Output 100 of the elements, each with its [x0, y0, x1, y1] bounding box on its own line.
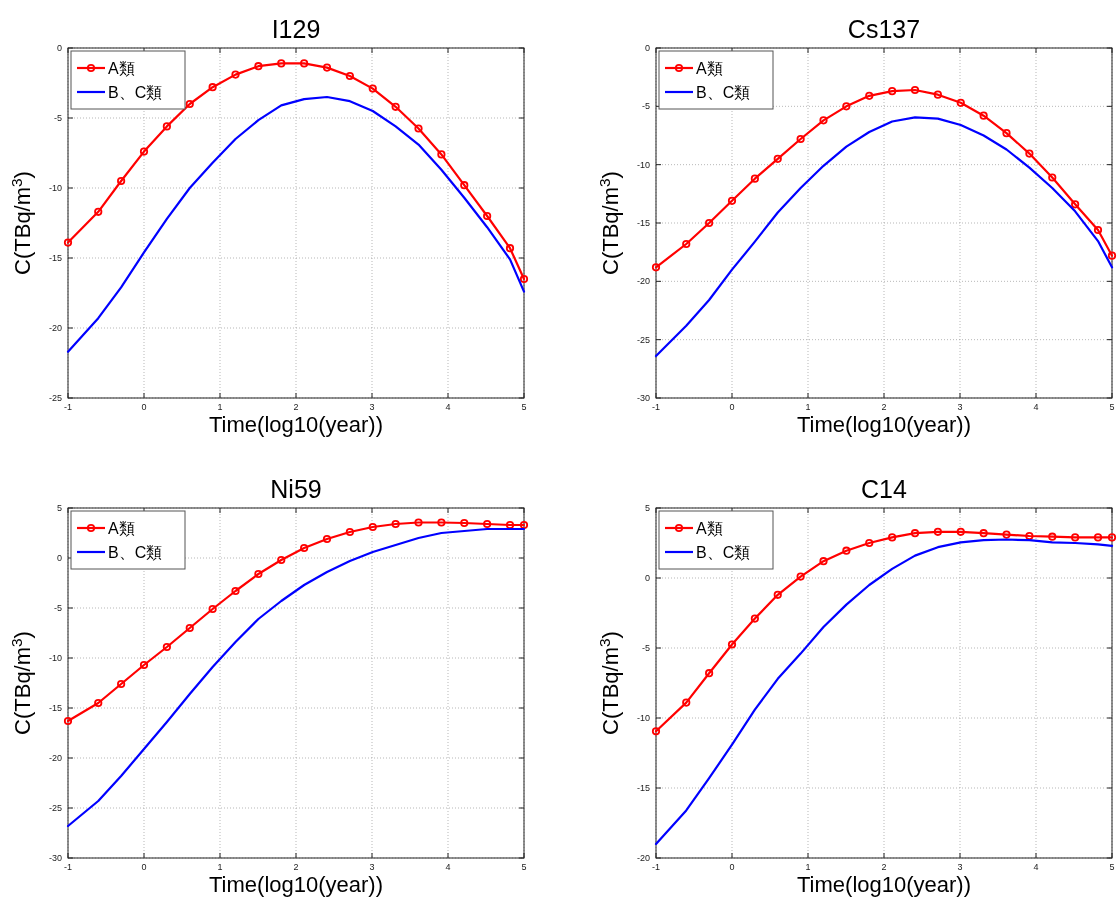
y-tick-label: -15: [636, 783, 650, 793]
point: [1093, 225, 1103, 235]
point: [414, 124, 423, 133]
legend-label: A類: [696, 520, 723, 537]
y-tick-label: -20: [636, 276, 650, 287]
point: [345, 527, 354, 537]
x-tick-label: -1: [651, 862, 661, 872]
y-tick-label: -20: [636, 853, 650, 863]
legend-label: B、C類: [108, 84, 163, 101]
point: [460, 181, 469, 190]
point: [117, 176, 126, 186]
x-tick-label: 2: [881, 402, 887, 412]
point: [910, 85, 920, 95]
y-tick-label: -15: [636, 218, 650, 228]
legend-label: B、C類: [696, 84, 751, 101]
x-tick-label: 4: [1033, 402, 1039, 412]
point: [391, 519, 400, 529]
x-tick-label: -1: [651, 402, 661, 412]
point: [368, 84, 377, 93]
point: [254, 569, 263, 579]
y-tick-label: 0: [644, 43, 650, 53]
point: [956, 98, 965, 107]
point: [117, 679, 126, 689]
x-axis-title: Time(log10(year)): [208, 412, 384, 437]
x-tick-label: 2: [881, 862, 887, 872]
point: [345, 71, 354, 81]
y-tick-label: 0: [56, 553, 62, 563]
x-tick-label: 1: [805, 862, 811, 872]
point: [1048, 173, 1057, 182]
chart-title: C14: [861, 475, 908, 503]
point: [796, 134, 805, 144]
y-tick-label: -30: [636, 393, 650, 403]
point: [322, 63, 332, 72]
point: [651, 727, 661, 736]
x-tick-label: 5: [521, 862, 527, 872]
point: [185, 623, 194, 633]
point: [750, 174, 759, 183]
point: [933, 527, 942, 536]
x-tick-label: 4: [445, 402, 451, 412]
x-axis-title: Time(log10(year)): [796, 412, 972, 437]
point: [1048, 532, 1057, 541]
point: [1071, 200, 1080, 209]
point: [727, 640, 737, 649]
point: [888, 87, 897, 96]
x-tick-label: 2: [293, 862, 299, 872]
legend-label: A類: [696, 60, 723, 77]
x-tick-label: 0: [729, 402, 735, 412]
x-tick-label: 4: [1033, 862, 1039, 872]
legend-label: B、C類: [108, 544, 163, 561]
legend-label: A類: [108, 60, 135, 77]
point: [651, 263, 661, 272]
x-tick-label: 0: [729, 862, 735, 872]
point: [888, 533, 897, 542]
point: [979, 111, 988, 120]
y-tick-label: -5: [53, 113, 62, 123]
point: [773, 154, 782, 163]
point: [208, 604, 217, 614]
point: [519, 520, 529, 530]
y-tick-label: -5: [641, 101, 650, 112]
point: [1002, 129, 1011, 138]
point: [483, 211, 492, 221]
x-axis-title: Time(log10(year)): [796, 872, 972, 897]
point: [277, 59, 286, 68]
x-tick-label: 1: [217, 402, 223, 412]
point: [391, 102, 400, 111]
x-tick-label: -1: [63, 862, 73, 872]
point: [1107, 251, 1117, 260]
point: [231, 586, 240, 596]
x-tick-label: 3: [369, 402, 375, 412]
y-tick-label: 5: [56, 503, 62, 513]
point: [94, 698, 103, 708]
x-tick-label: 3: [957, 862, 963, 872]
y-tick-label: -10: [48, 653, 62, 663]
chart-title: I129: [271, 15, 321, 43]
point: [162, 122, 171, 131]
y-tick-label: -25: [48, 803, 62, 813]
point: [414, 518, 423, 527]
x-tick-label: 1: [805, 402, 811, 412]
point: [505, 244, 515, 253]
y-tick-label: 0: [56, 43, 62, 53]
y-tick-label: 5: [644, 503, 650, 513]
point: [979, 529, 988, 538]
line-series: [654, 116, 1114, 358]
y-tick-label: -25: [636, 334, 650, 345]
point: [956, 527, 965, 536]
point: [819, 557, 828, 566]
point: [773, 590, 782, 599]
point: [910, 529, 920, 538]
point: [842, 102, 851, 111]
point: [162, 642, 171, 652]
point: [727, 196, 737, 205]
point: [139, 660, 149, 670]
point: [1107, 533, 1117, 542]
y-tick-label: -20: [48, 323, 62, 333]
point: [1093, 533, 1103, 542]
x-tick-label: 5: [1109, 862, 1115, 872]
chart-title: Ni59: [270, 475, 322, 503]
y-tick-label: -10: [636, 713, 650, 723]
chart-title: Cs137: [847, 15, 921, 43]
point: [460, 518, 469, 528]
